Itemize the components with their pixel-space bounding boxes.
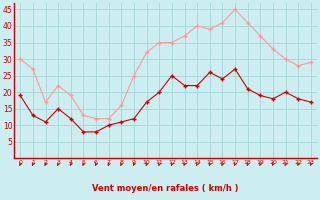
X-axis label: Vent moyen/en rafales ( km/h ): Vent moyen/en rafales ( km/h ) — [92, 184, 239, 193]
